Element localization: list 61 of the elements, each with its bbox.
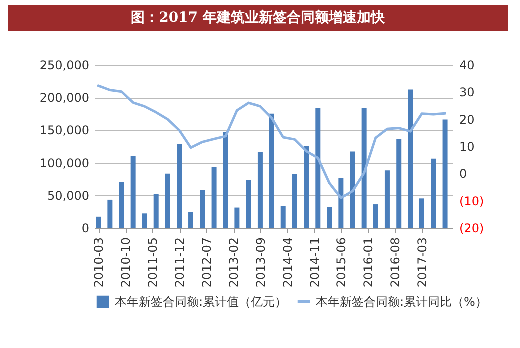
y-tick-label: 50,000 [48,188,90,203]
legend-label: 本年新签合同额:累计同比（%） [316,295,488,309]
bar [154,194,159,228]
bar [420,198,425,228]
y-tick-label: 250,000 [40,58,90,72]
bar [362,108,367,228]
x-tick-label: 2014-11 [308,238,322,288]
bar [350,152,356,228]
y2-tick-label: (20) [460,222,484,236]
line-series [97,84,447,200]
bar [373,204,378,228]
bar [384,170,390,228]
bar [280,206,286,228]
bar [442,120,448,228]
y2-tick-label: 30 [460,86,475,100]
bar [108,200,113,228]
x-tick-label: 2015-06 [334,238,349,288]
bar [408,90,414,228]
y2-tick-label: (10) [460,194,484,208]
y-tick-label: 100,000 [40,156,90,170]
y2-tick-label: 0 [460,167,468,182]
bar [316,108,321,228]
bar [142,214,148,228]
bar [327,207,332,228]
bar [292,174,298,228]
legend-label: 本年新签合同额:累计值（亿元） [115,295,288,309]
x-tick-label: 2013-09 [254,238,268,288]
bar [130,156,136,228]
x-tick-label: 2014-04 [280,238,295,288]
bar [269,114,274,228]
bar [177,144,182,228]
bar [165,174,170,228]
y-tick-label: 0 [82,222,90,236]
bar [396,139,402,228]
x-tick-label: 2016-08 [388,238,403,288]
bar [188,212,194,228]
x-tick-label: 2011-05 [146,238,160,288]
y2-tick-label: 20 [460,112,475,127]
x-tick-label: 2012-07 [200,238,214,288]
bar [119,182,124,228]
x-tick-label: 2013-02 [227,238,242,288]
bar [431,158,436,228]
x-tick-label: 2017-03 [416,238,430,288]
y2-tick-label: 10 [460,140,475,154]
bar [212,167,217,228]
x-tick-label: 2016-01 [362,238,376,288]
y-tick-label: 200,000 [40,91,90,106]
bar [200,190,206,228]
bar [234,208,240,228]
y-tick-label: 150,000 [40,124,90,138]
x-tick-label: 2010-10 [119,238,134,288]
bar [96,216,102,228]
y2-tick-label: 40 [460,58,475,72]
bar [258,152,263,228]
x-tick-label: 2011-12 [173,238,188,288]
bar [304,146,310,228]
bar [338,178,344,228]
chart-title: 图：2017 年建筑业新签合同额增速加快 [8,5,508,31]
x-tick-label: 2010-03 [92,238,106,288]
bar [246,180,252,228]
bar [223,132,228,228]
